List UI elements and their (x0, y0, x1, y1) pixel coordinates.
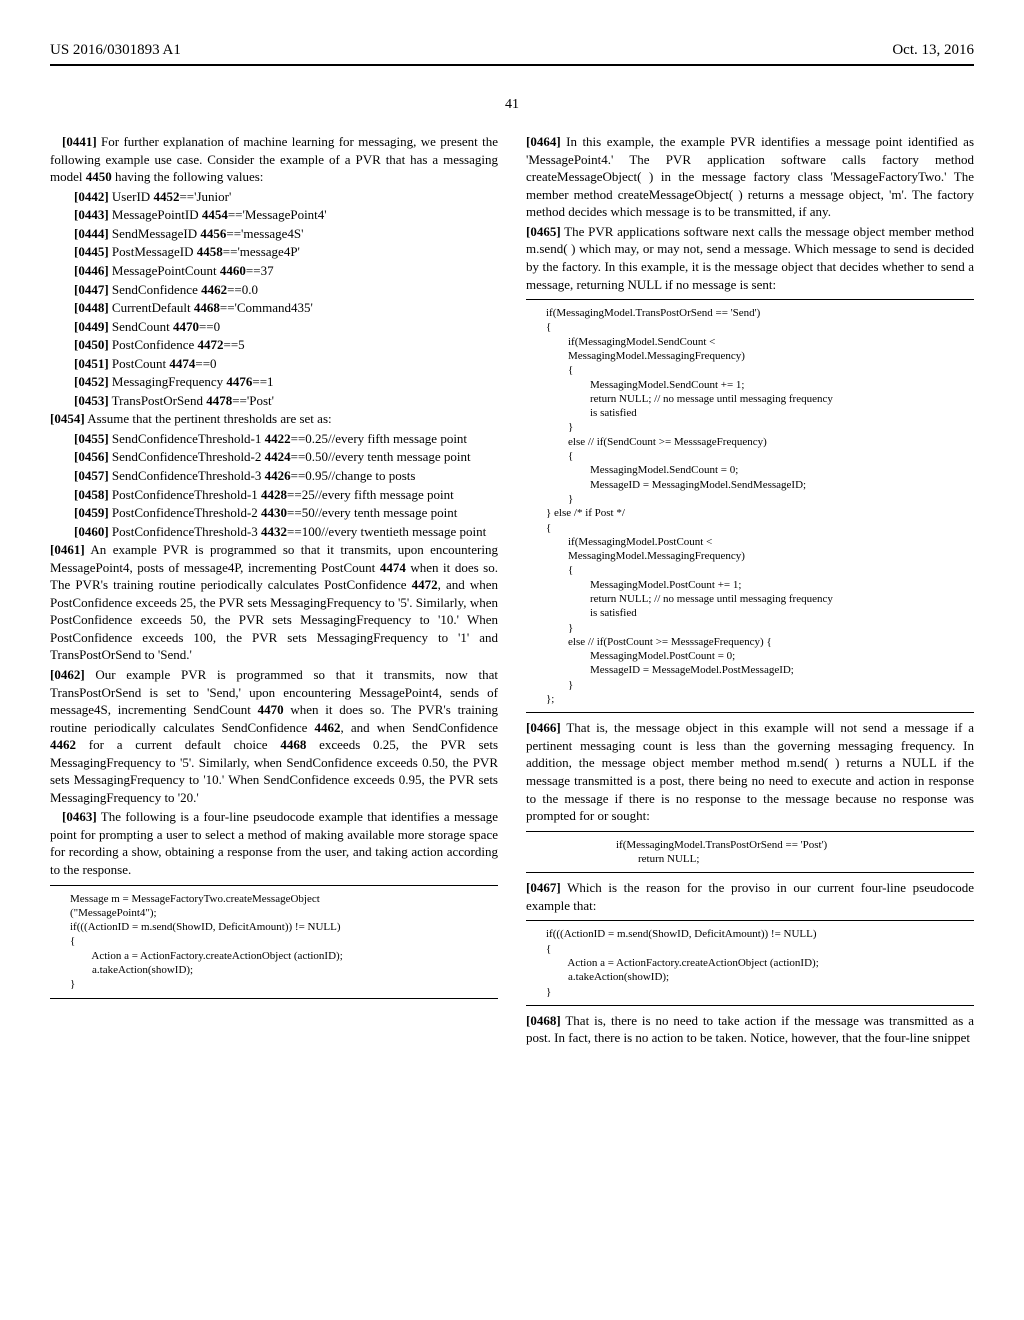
code-rule (526, 1005, 974, 1006)
paragraph-0465: [0465] The PVR applications software nex… (526, 223, 974, 293)
publication-date: Oct. 13, 2016 (892, 40, 974, 60)
code-block-1: Message m = MessageFactoryTwo.createMess… (70, 892, 498, 992)
code-block-3: if(MessagingModel.TransPostOrSend == 'Po… (616, 838, 974, 867)
list-item: [0458] PostConfidenceThreshold-1 4428==2… (74, 486, 498, 504)
list-item: [0451] PostCount 4474==0 (74, 355, 498, 373)
paragraph-0462: [0462] Our example PVR is programmed so … (50, 666, 498, 806)
code-rule (50, 885, 498, 886)
list-item: [0448] CurrentDefault 4468=='Command435' (74, 299, 498, 317)
code-rule (526, 831, 974, 832)
code-rule (526, 872, 974, 873)
paragraph-0454: [0454] Assume that the pertinent thresho… (50, 410, 498, 428)
list-item: [0453] TransPostOrSend 4478=='Post' (74, 392, 498, 410)
list-item: [0459] PostConfidenceThreshold-2 4430==5… (74, 504, 498, 522)
threshold-list: [0455] SendConfidenceThreshold-1 4422==0… (50, 430, 498, 540)
publication-id: US 2016/0301893 A1 (50, 40, 181, 60)
paragraph-0464: [0464] In this example, the example PVR … (526, 133, 974, 221)
code-rule (526, 920, 974, 921)
paragraph-0461: [0461] An example PVR is programmed so t… (50, 541, 498, 664)
list-item: [0455] SendConfidenceThreshold-1 4422==0… (74, 430, 498, 448)
paragraph-0467: [0467] Which is the reason for the provi… (526, 879, 974, 914)
code-rule (526, 299, 974, 300)
page-number: 41 (50, 96, 974, 115)
left-column: [0441] For further explanation of machin… (50, 133, 498, 1049)
paragraph-0463: [0463] The following is a four-line pseu… (50, 808, 498, 878)
list-item: [0447] SendConfidence 4462==0.0 (74, 281, 498, 299)
list-item: [0457] SendConfidenceThreshold-3 4426==0… (74, 467, 498, 485)
page-header: US 2016/0301893 A1 Oct. 13, 2016 (50, 40, 974, 66)
code-rule (526, 712, 974, 713)
list-item: [0443] MessagePointID 4454=='MessagePoin… (74, 206, 498, 224)
list-item: [0446] MessagePointCount 4460==37 (74, 262, 498, 280)
paragraph-0441: [0441] For further explanation of machin… (50, 133, 498, 186)
code-block-2: if(MessagingModel.TransPostOrSend == 'Se… (546, 306, 974, 706)
list-item: [0460] PostConfidenceThreshold-3 4432==1… (74, 523, 498, 541)
list-item: [0444] SendMessageID 4456=='message4S' (74, 225, 498, 243)
list-item: [0449] SendCount 4470==0 (74, 318, 498, 336)
list-item: [0450] PostConfidence 4472==5 (74, 336, 498, 354)
right-column: [0464] In this example, the example PVR … (526, 133, 974, 1049)
paragraph-0466: [0466] That is, the message object in th… (526, 719, 974, 824)
two-column-layout: [0441] For further explanation of machin… (50, 133, 974, 1049)
list-item: [0445] PostMessageID 4458=='message4P' (74, 243, 498, 261)
code-rule (50, 998, 498, 999)
list-item: [0452] MessagingFrequency 4476==1 (74, 373, 498, 391)
paragraph-0468: [0468] That is, there is no need to take… (526, 1012, 974, 1047)
list-item: [0442] UserID 4452=='Junior' (74, 188, 498, 206)
value-list-1: [0442] UserID 4452=='Junior' [0443] Mess… (50, 188, 498, 410)
list-item: [0456] SendConfidenceThreshold-2 4424==0… (74, 448, 498, 466)
code-block-4: if(((ActionID = m.send(ShowID, DeficitAm… (546, 927, 974, 998)
